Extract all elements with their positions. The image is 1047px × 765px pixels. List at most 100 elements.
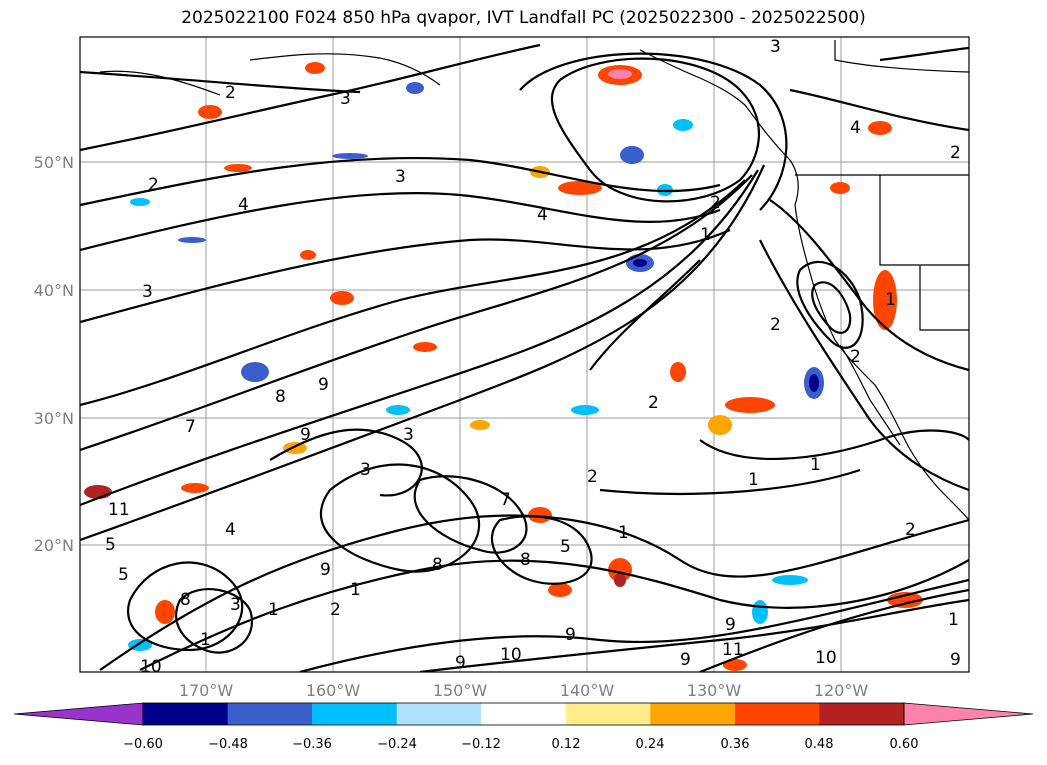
colorbar-cell [734,703,820,725]
contour-label: 5 [560,537,571,557]
contour-label: 1 [810,455,821,475]
shade-blob [84,485,112,499]
shade-blob [178,237,206,243]
coastline-aleutians-west [99,70,221,96]
border-state [919,265,969,331]
contour-line [80,156,721,207]
colorbar-tick: −0.60 [123,737,163,752]
contour-label: 1 [885,290,896,310]
contour-label: 10 [815,648,837,668]
shade-blob [830,182,850,194]
shade-blob [673,119,693,131]
lat-label-40n: 40°N [33,281,74,300]
colorbar-tick: 0.48 [804,737,834,752]
shade-blob [332,153,368,159]
shade-blob [300,250,316,260]
contour-label: 9 [318,375,329,395]
colorbar-tick: 0.36 [720,737,750,752]
qvapor-shading [84,62,923,671]
contour-line [80,169,759,507]
contour-line [139,559,969,671]
shade-blob [413,342,437,352]
colorbar-tick: −0.48 [208,737,248,752]
shade-blob [670,362,686,382]
colorbar [13,702,1034,726]
lon-label-130w: 130°W [686,681,742,700]
lon-label-170w: 170°W [178,681,234,700]
contour-line [80,174,753,452]
shade-blob [283,442,307,454]
colorbar-cell [819,703,905,725]
shade-blob [633,259,647,267]
coastlines [99,40,969,521]
contour-label: 2 [850,347,861,367]
contour-label: 9 [320,560,331,580]
contour-line [599,468,861,495]
contour-line [550,57,761,203]
shade-blob [558,181,602,195]
contour-label: 8 [432,555,443,575]
contour-label: 1 [268,600,279,620]
shade-blob [608,69,632,79]
colorbar-cell [481,703,567,725]
shade-blob [608,558,632,582]
shade-blob [868,121,892,135]
coastline-us-mexico [794,204,969,521]
contour-label: 4 [225,520,236,540]
contour-line [127,561,244,652]
colorbar-cell [650,703,736,725]
contour-label: 4 [850,118,861,138]
contour-label: 1 [700,225,711,245]
colorbar-cell [227,703,313,725]
contour-label: 3 [395,167,406,187]
contour-line [413,475,528,554]
colorbar-frame [142,702,905,726]
colorbar-cell [565,703,651,725]
shade-blob [406,82,424,94]
contour-line [811,281,852,334]
contour-labels: 3 2 3 2 4 3 2 4 3 2 4 2 1 1 2 9 3 8 7 9 … [105,37,961,672]
map-panel [80,37,969,672]
contour-line [80,43,541,152]
colorbar-cell [143,703,229,725]
colorbar-cell [396,703,482,725]
lon-label-160w: 160°W [305,681,361,700]
shade-blob [708,415,732,435]
contour-line [269,428,423,497]
contour-label: 3 [360,460,371,480]
coastline-alaska-bc [639,49,799,206]
contour-label: 3 [340,89,351,109]
lon-label-120w: 120°W [813,681,869,700]
contour-line [319,463,481,573]
contour-label: 9 [300,425,311,445]
map-frame [79,36,970,673]
colorbar-tick: 0.60 [889,737,919,752]
contour-label: 1 [748,470,759,490]
colorbar-tick: 0.12 [551,737,581,752]
contour-line [419,598,969,672]
contour-label: 9 [725,615,736,635]
shade-blob [772,575,808,585]
contour-label: 5 [105,535,116,555]
shade-blob [224,164,252,172]
contour-label: 4 [238,195,249,215]
shade-blob [548,583,572,597]
contour-label: 10 [500,645,522,665]
coastline-north [834,40,969,73]
contour-label: 2 [587,467,598,487]
contour-line [879,46,969,62]
contour-label: 7 [500,490,511,510]
contour-label: 3 [770,37,781,57]
contour-line [699,588,969,672]
contour-label: 8 [520,550,531,570]
contour-label: 1 [948,610,959,630]
contour-label: 9 [680,650,691,670]
contour-label: 11 [722,640,744,660]
lat-label-50n: 50°N [33,153,74,172]
contour-label: 2 [330,600,341,620]
contour-label: 2 [770,315,781,335]
contour-label: 2 [710,193,721,213]
colorbar-extend-low [13,702,144,726]
contour-line [299,578,969,672]
